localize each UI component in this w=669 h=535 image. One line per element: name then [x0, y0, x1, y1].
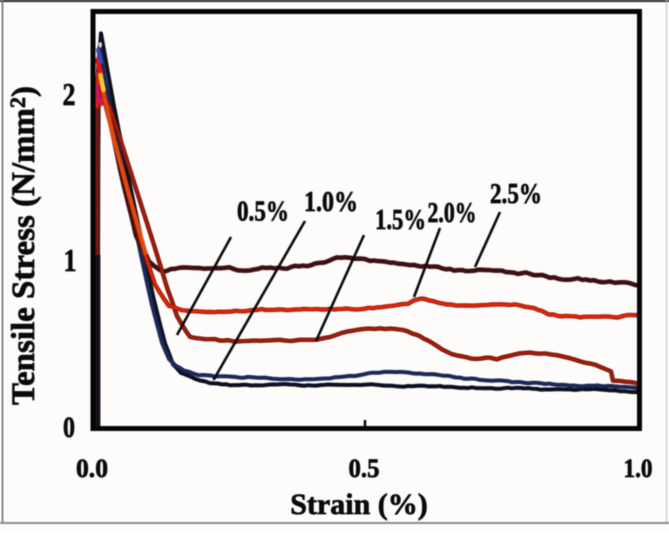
svg-text:0.5: 0.5 — [349, 454, 380, 483]
svg-text:2.0%: 2.0% — [428, 198, 477, 229]
svg-text:2.5%: 2.5% — [490, 179, 542, 210]
svg-text:0: 0 — [63, 411, 75, 444]
svg-text:0.0: 0.0 — [76, 454, 108, 483]
svg-text:1.0%: 1.0% — [304, 187, 358, 218]
svg-text:Tensile Stress (N/mm2): Tensile Stress (N/mm2) — [5, 86, 42, 405]
svg-text:1.0: 1.0 — [624, 454, 653, 483]
svg-text:1: 1 — [64, 242, 77, 278]
svg-text:1.5%: 1.5% — [375, 205, 426, 236]
svg-text:0.5%: 0.5% — [237, 197, 289, 228]
svg-text:Strain (%): Strain (%) — [290, 488, 428, 521]
svg-text:2: 2 — [63, 76, 76, 112]
